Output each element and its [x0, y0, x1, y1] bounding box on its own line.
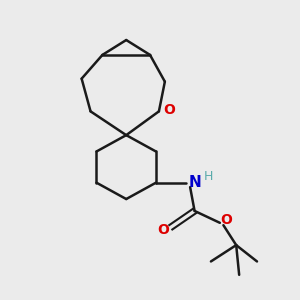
- Text: H: H: [204, 170, 214, 183]
- Text: O: O: [164, 103, 175, 117]
- Text: O: O: [220, 213, 232, 227]
- Text: O: O: [158, 223, 169, 237]
- Text: N: N: [189, 175, 201, 190]
